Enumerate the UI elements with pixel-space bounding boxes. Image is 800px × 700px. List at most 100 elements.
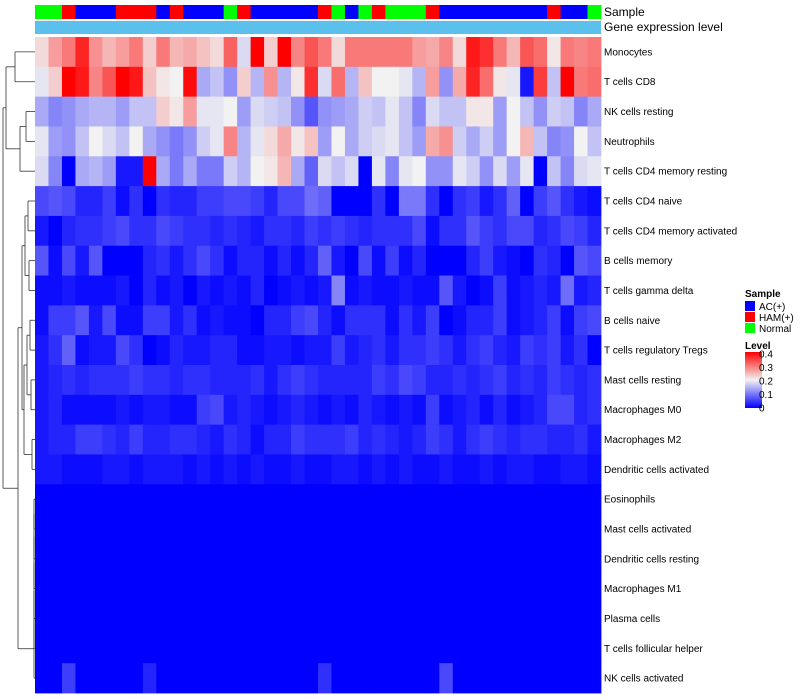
heatmap-cell <box>331 37 346 68</box>
heatmap-cell <box>264 573 278 604</box>
heatmap-cell <box>277 484 292 515</box>
heatmap-cell <box>385 186 400 217</box>
heatmap-cell <box>264 543 278 575</box>
heatmap-cell <box>358 275 373 306</box>
heatmap-cell <box>75 454 90 485</box>
heatmap-cell <box>250 514 265 545</box>
heatmap-cell <box>102 275 117 306</box>
heatmap-cell <box>358 424 373 455</box>
heatmap-cell <box>344 335 359 366</box>
heatmap-cell <box>358 573 373 604</box>
heatmap-cell <box>344 663 359 694</box>
heatmap-cell <box>547 37 561 68</box>
heatmap-cell <box>533 186 548 217</box>
heatmap-cell <box>358 633 373 664</box>
heatmap-cell <box>129 305 144 336</box>
heatmap-cell <box>331 215 346 247</box>
sample-annotation-cell <box>102 5 117 19</box>
heatmap-cell <box>237 335 252 366</box>
heatmap-cell <box>48 275 63 306</box>
heatmap-cell <box>344 424 359 455</box>
heatmap-cell <box>493 156 508 187</box>
heatmap-cell <box>35 424 49 455</box>
heatmap-cell <box>102 37 117 68</box>
heatmap-cell <box>425 633 440 664</box>
heatmap-cell <box>331 454 346 485</box>
heatmap-cell <box>560 37 575 68</box>
heatmap-cell <box>61 37 76 68</box>
heatmap-cell <box>183 215 198 247</box>
heatmap-cell <box>439 543 454 575</box>
heatmap-cell <box>115 66 130 98</box>
heatmap-cell <box>223 186 238 217</box>
heatmap-cell <box>61 335 76 366</box>
heatmap-cell <box>344 156 359 187</box>
heatmap-cell <box>304 633 319 664</box>
legend: Sample AC(+)HAM(+)Normal Level 0.4 0.3 0.2… <box>745 289 794 415</box>
heatmap-cell <box>506 394 521 426</box>
heatmap-cell <box>479 573 494 604</box>
heatmap-cell <box>35 335 49 366</box>
heatmap-cell <box>479 335 494 366</box>
heatmap-cell <box>331 66 346 98</box>
heatmap-cell <box>452 96 467 127</box>
heatmap-cell <box>169 543 184 575</box>
heatmap-cell <box>277 126 292 157</box>
heatmap-cell <box>129 335 144 366</box>
row-label: T cells CD8 <box>604 77 656 88</box>
heatmap-cell <box>506 126 521 157</box>
heatmap-cell <box>88 424 103 455</box>
expression-annotation-track <box>35 21 601 34</box>
sample-track-label: Sample <box>604 5 645 19</box>
heatmap-cell <box>196 454 211 485</box>
heatmap-cell <box>75 245 90 276</box>
heatmap-cell <box>533 275 548 306</box>
heatmap-cell <box>304 66 319 98</box>
heatmap-cell <box>425 394 440 426</box>
heatmap-cell <box>35 514 49 545</box>
heatmap-cell <box>547 186 561 217</box>
heatmap-cell <box>439 305 454 336</box>
heatmap-cell <box>88 186 103 217</box>
heatmap-cell <box>264 66 278 98</box>
heatmap-cell <box>102 156 117 187</box>
heatmap-cell <box>223 156 238 187</box>
heatmap-cell <box>318 365 332 396</box>
heatmap-cell <box>520 275 535 306</box>
heatmap-cell <box>35 454 49 485</box>
heatmap-cell <box>115 484 130 515</box>
heatmap-cell <box>237 514 252 545</box>
heatmap-cell <box>237 305 252 336</box>
heatmap-cell <box>560 215 575 247</box>
heatmap-cell <box>398 454 413 485</box>
row-label: T cells follicular helper <box>604 644 703 655</box>
heatmap-cell <box>237 484 252 515</box>
heatmap-cell <box>129 543 144 575</box>
heatmap-cell <box>587 603 602 634</box>
heatmap-cell <box>358 335 373 366</box>
heatmap-cell <box>318 245 332 276</box>
heatmap-cell <box>48 603 63 634</box>
heatmap-cell <box>547 156 561 187</box>
heatmap-cell <box>291 454 305 485</box>
heatmap-cell <box>142 215 157 247</box>
heatmap-cell <box>439 365 454 396</box>
heatmap-cell <box>291 573 305 604</box>
heatmap-cell <box>250 603 265 634</box>
heatmap-cell <box>156 514 171 545</box>
heatmap-cell <box>115 156 130 187</box>
heatmap-cell <box>115 603 130 634</box>
heatmap-cell <box>169 37 184 68</box>
heatmap-cell <box>156 275 171 306</box>
heatmap-cell <box>35 394 49 426</box>
heatmap-cell <box>358 156 373 187</box>
heatmap-cell <box>587 245 602 276</box>
heatmap-cell <box>102 514 117 545</box>
heatmap-cell <box>493 573 508 604</box>
heatmap-cell <box>291 633 305 664</box>
heatmap-cell <box>102 245 117 276</box>
heatmap-cell <box>277 394 292 426</box>
heatmap-cell <box>250 245 265 276</box>
heatmap-cell <box>493 633 508 664</box>
heatmap-cell <box>129 156 144 187</box>
